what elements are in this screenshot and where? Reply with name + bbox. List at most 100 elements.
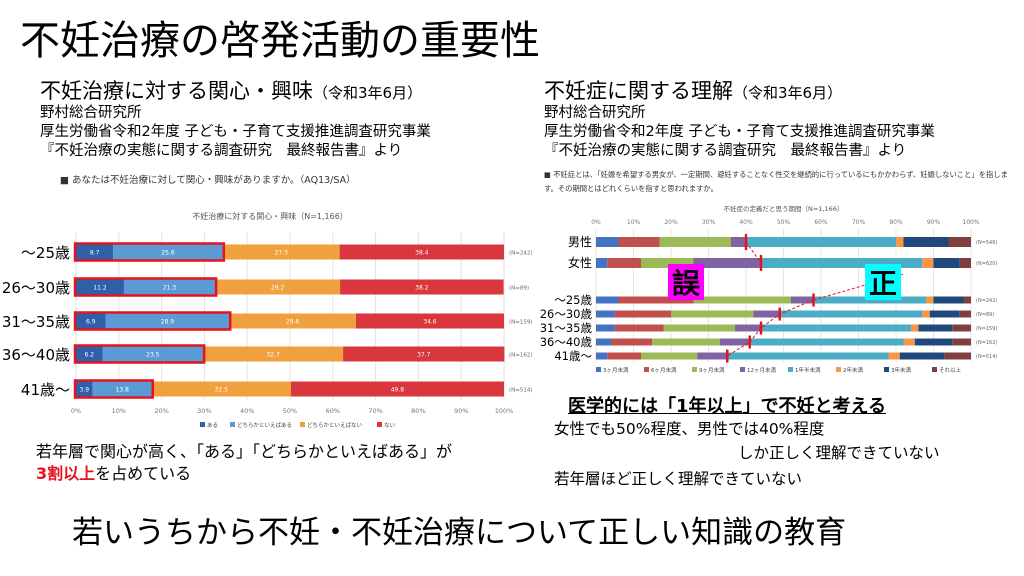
data-label: 49.8 (391, 387, 405, 394)
n-label: (N=159) (509, 320, 533, 326)
bar-segment (779, 310, 923, 318)
bar-segment (963, 296, 971, 304)
connector-line (813, 273, 904, 301)
x-tick-label: 30% (197, 407, 211, 415)
legend-label: どちらかといえばない (307, 421, 363, 429)
bar-segment (618, 296, 694, 304)
left-source-1: 野村総合研究所 (40, 105, 142, 121)
bar-segment (102, 346, 204, 362)
bar-segment (903, 338, 915, 346)
x-tick-label: 70% (368, 407, 382, 415)
n-label: (N=514) (509, 388, 533, 394)
bar-segment (914, 338, 953, 346)
n-label: (N=242) (976, 298, 997, 304)
bar-segment (959, 258, 971, 268)
legend-swatch (932, 367, 937, 372)
left-comment-red: 3割以上 (36, 464, 96, 483)
bar-segment (607, 258, 641, 268)
bar-segment (693, 258, 761, 268)
legend-label: 9ヶ月未満 (699, 366, 725, 374)
data-label: 38.4 (415, 250, 429, 257)
bar-segment (596, 352, 608, 360)
x-tick-label: 60% (326, 407, 340, 415)
data-label: 13.8 (116, 387, 130, 394)
highlight-box (73, 277, 218, 297)
legend-swatch (836, 367, 841, 372)
bar-segment (641, 258, 694, 268)
category-label: 41歳～ (21, 381, 70, 399)
bar-segment (652, 338, 720, 346)
x-tick-label: 20% (154, 407, 168, 415)
bar-segment (903, 237, 949, 247)
bar-segment (614, 324, 664, 332)
category-label: 36～40歳 (540, 335, 592, 349)
bar-segment (888, 352, 900, 360)
highlight-box (73, 344, 206, 364)
bar-segment (92, 381, 152, 397)
bar-segment (355, 313, 504, 329)
data-label: 21.3 (163, 285, 177, 292)
bar-segment (343, 346, 505, 362)
legend-swatch (644, 367, 649, 372)
bar-segment (596, 296, 619, 304)
left-title-date: （令和3年6月） (313, 84, 423, 102)
bar-segment (933, 258, 960, 268)
right-source-1: 野村総合研究所 (544, 105, 646, 121)
legend-label: 6ヶ月未満 (651, 366, 677, 374)
left-source-3: 『不妊治療の実態に関する調査研究 最終報告書』より (40, 143, 403, 159)
bar-segment (761, 324, 911, 332)
data-label: 28.9 (161, 319, 175, 326)
wrong-label: 誤 (672, 267, 701, 300)
n-label: (N=514) (976, 354, 997, 360)
bar-segment (290, 381, 504, 397)
bar-segment (948, 237, 971, 247)
correct-label: 正 (869, 267, 897, 300)
left-section-title: 不妊治療に対する関心・興味（令和3年6月） (40, 78, 422, 106)
right-text-3: 若年層ほど正しく理解できていない (554, 470, 803, 488)
left-comment-pre: 若年層で関心が高く、「ある」「どちらかといえばある」が (36, 442, 453, 461)
bar-segment (727, 352, 889, 360)
data-label: 29.6 (286, 319, 300, 326)
bar-segment (76, 279, 124, 295)
bar-segment (614, 310, 671, 318)
data-label: 29.2 (271, 285, 285, 292)
x-tick-label: 40% (240, 407, 254, 415)
bar-segment (944, 352, 971, 360)
right-question-2: す。その期間とはどれくらいを指すと思われますか。 (544, 184, 718, 193)
bar-segment (76, 313, 106, 329)
n-label: (N=159) (976, 326, 997, 332)
bar-segment (596, 324, 615, 332)
left-comment: 若年層で関心が高く、「ある」「どちらかといえばある」が 3割以上を占めている (36, 441, 452, 485)
legend-swatch (884, 367, 889, 372)
interest-chart-title: 不妊治療に対する関心・興味（N=1,166） (192, 211, 348, 221)
bar-segment (746, 237, 896, 247)
category-label: 男性 (568, 235, 592, 249)
right-title-date: （令和3年6月） (733, 84, 843, 102)
category-label: 36～40歳 (2, 346, 70, 364)
n-label: (N=546) (976, 240, 997, 246)
data-label: 6.2 (84, 352, 94, 359)
bar-segment (911, 324, 919, 332)
highlight-box (73, 379, 155, 399)
bar-segment (929, 310, 960, 318)
interest-chart: 不妊治療に対する関心・興味（N=1,166） 0% 10% 20% 30% 40% 50% 6… (2, 211, 533, 429)
n-label: (N=162) (976, 340, 997, 346)
bar-segment (671, 310, 754, 318)
bar-segment (663, 324, 735, 332)
bar-segment (607, 352, 641, 360)
bar-segment (76, 381, 93, 397)
n-label: (N=89) (509, 286, 529, 292)
bar-segment (791, 296, 814, 304)
legend-label: ない (384, 422, 396, 429)
x-tick-label: 10% (112, 407, 126, 415)
bar-segment (952, 338, 971, 346)
right-section-title: 不妊症に関する理解（令和3年6月） (544, 78, 842, 106)
legend-swatch (740, 367, 745, 372)
bar-segment (596, 258, 608, 268)
right-title-text: 不妊症に関する理解 (544, 79, 733, 103)
legend-label: 12ヶ月未満 (747, 366, 776, 374)
period-chart-title: 不妊症の定義だと思う期間（N=1,166） (724, 204, 844, 213)
bar-segment (922, 310, 930, 318)
bar-segment (151, 381, 291, 397)
data-label: 3.9 (80, 387, 90, 394)
